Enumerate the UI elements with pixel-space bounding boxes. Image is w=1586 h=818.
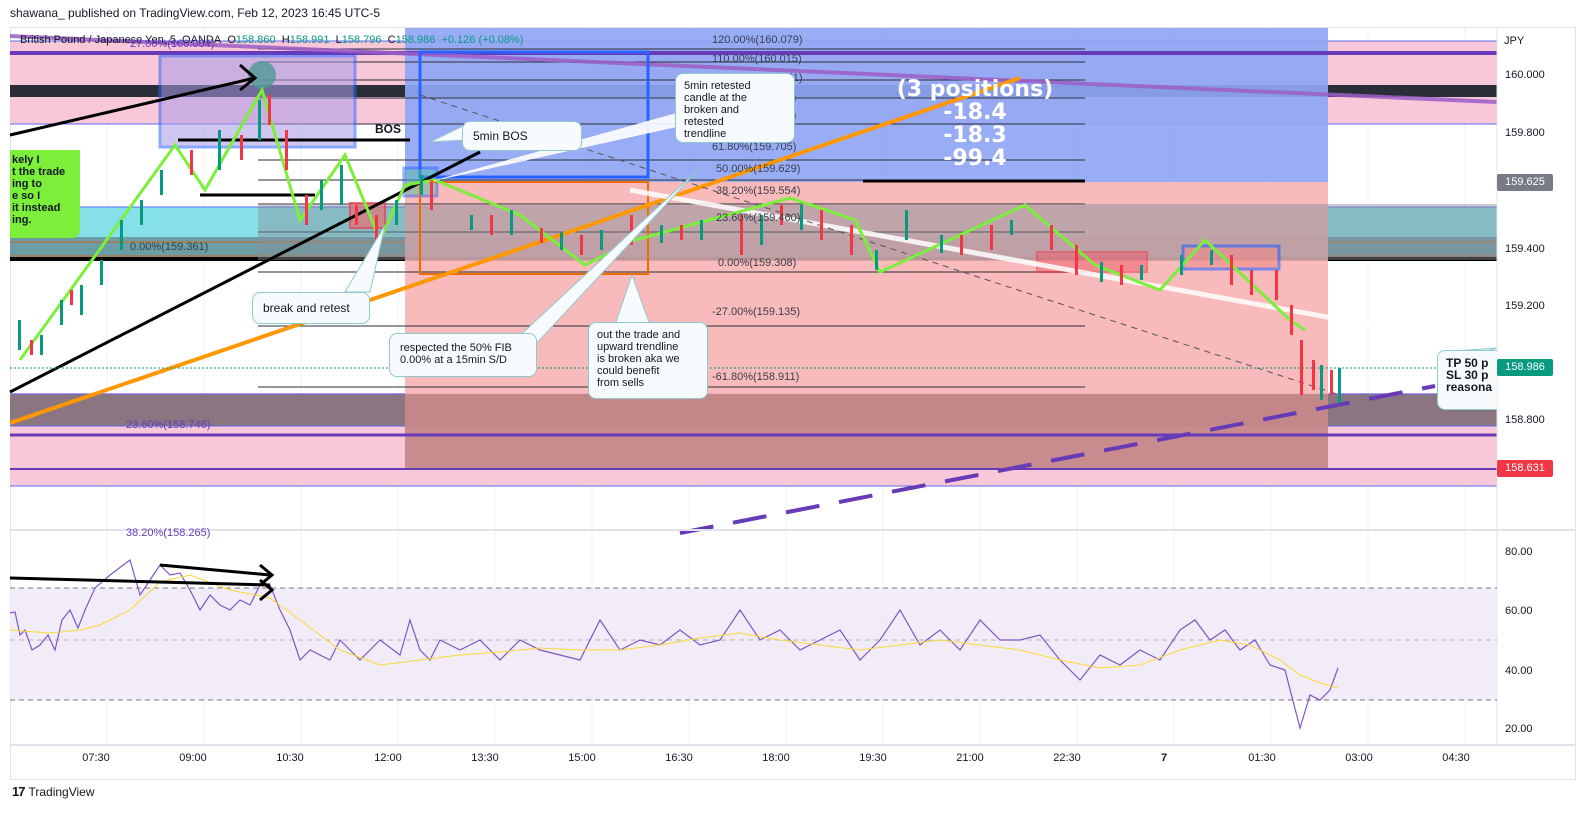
white-trendline <box>629 187 1498 351</box>
price-tick: 159.800 <box>1505 127 1545 139</box>
purple-trendline <box>9 34 1498 104</box>
rsi-tick: 20.00 <box>1505 723 1533 735</box>
callout-break-retest[interactable]: break and retest <box>252 292 370 324</box>
price-marker-grey[interactable]: 159.625 <box>1497 174 1553 191</box>
time-tick: 03:00 <box>1345 752 1373 764</box>
highlight-circle <box>248 61 276 89</box>
open-value: 158.860 <box>235 34 276 46</box>
rsi-tick: 80.00 <box>1505 546 1533 558</box>
fib-label: 120.00%(160.079) <box>712 34 803 46</box>
dashed-projection <box>419 94 1341 396</box>
fib-box[interactable] <box>418 50 650 179</box>
fib-left-zero-label: 0.00%(159.361) <box>130 241 209 253</box>
price-tick: 158.800 <box>1505 414 1545 426</box>
callout-5min-bos[interactable]: 5min BOS <box>462 121 582 151</box>
price-marker-red[interactable]: 158.631 <box>1497 460 1553 477</box>
time-tick: 19:30 <box>859 752 887 764</box>
time-tick: 10:30 <box>276 752 304 764</box>
time-tick: 15:00 <box>568 752 596 764</box>
time-tick: 21:00 <box>956 752 984 764</box>
currency-label: JPY <box>1504 35 1525 47</box>
fib-label: 0.00%(159.308) <box>718 257 797 269</box>
time-tick: 12:00 <box>374 752 402 764</box>
time-tick-day: 7 <box>1160 752 1168 764</box>
orange-trendline <box>9 76 1021 425</box>
publisher-caption: shawana_ published on TradingView.com, F… <box>10 6 381 20</box>
fib-left-236-label: 23.60%(158.746) <box>126 419 211 431</box>
symbol-legend[interactable]: British Pound / Japanese Yen, 5, OANDA O… <box>20 34 524 46</box>
rsi-tick: 60.00 <box>1505 605 1533 617</box>
positions-summary: (3 positions) -18.4 -18.3 -99.4 <box>896 77 1054 171</box>
fib-label: -61.80%(158.911) <box>712 371 800 383</box>
callout-out-trade[interactable]: out the trade and upward trendline is br… <box>588 322 708 399</box>
candles <box>18 95 1341 403</box>
tradingview-logo-icon: 17 <box>12 784 26 799</box>
bos-label: BOS <box>375 122 402 136</box>
brand-name: TradingView <box>28 784 95 799</box>
callout-tp-sl[interactable]: TP 50 p SL 30 p reasona <box>1437 350 1497 410</box>
fib-label: 38.20%(159.554) <box>716 185 801 197</box>
time-tick: 16:30 <box>665 752 693 764</box>
rsi-tick: 40.00 <box>1505 665 1533 677</box>
time-tick: 01:30 <box>1248 752 1276 764</box>
price-tick: 160.000 <box>1505 69 1545 81</box>
close-value: 158.986 <box>395 34 436 46</box>
purple-dashed-trendline <box>679 384 1436 535</box>
callout-respected-fib[interactable]: respected the 50% FIB 0.00% at a 15min S… <box>389 333 537 377</box>
high-value: 158.991 <box>289 34 330 46</box>
tradingview-footer[interactable]: 17 TradingView <box>12 784 95 799</box>
time-tick: 04:30 <box>1442 752 1470 764</box>
time-tick: 13:30 <box>471 752 499 764</box>
symbol-name: British Pound / Japanese Yen, 5, OANDA <box>20 34 222 46</box>
fib-label: 23.60%(159.460) <box>716 212 801 224</box>
callout-retested[interactable]: 5min retested candle at the broken and r… <box>675 73 795 143</box>
low-value: 158.796 <box>341 34 382 46</box>
trendline-black-upper <box>9 76 256 137</box>
fib-label: 61.80%(159.705) <box>712 141 797 153</box>
sd-box[interactable] <box>419 181 649 275</box>
rsi-ma-line <box>9 574 1339 689</box>
green-wave-path <box>18 86 1306 361</box>
rsi-line <box>9 558 1339 731</box>
time-tick: 22:30 <box>1053 752 1081 764</box>
price-tick: 159.200 <box>1505 300 1545 312</box>
time-tick: 09:00 <box>179 752 207 764</box>
green-note[interactable]: kely I t the trade ing to e so I it inst… <box>10 150 80 238</box>
current-price-tag[interactable]: 158.986 <box>1497 359 1553 376</box>
fib-left-top-label: 27.00%(160.084) <box>130 38 215 50</box>
time-tick: 18:00 <box>762 752 790 764</box>
fib-label: 50.00%(159.629) <box>716 163 801 175</box>
change-value: +0.126 (+0.08%) <box>441 34 524 46</box>
rsi-pane[interactable] <box>9 558 1497 731</box>
fib-label: -27.00%(159.135) <box>712 306 801 318</box>
price-tick: 159.400 <box>1505 243 1545 255</box>
fib-left-382-label: 38.20%(158.265) <box>126 527 211 539</box>
fib-label: 110.00%(160.015) <box>712 53 802 65</box>
arrow-icon <box>239 63 258 92</box>
time-tick: 07:30 <box>82 752 110 764</box>
